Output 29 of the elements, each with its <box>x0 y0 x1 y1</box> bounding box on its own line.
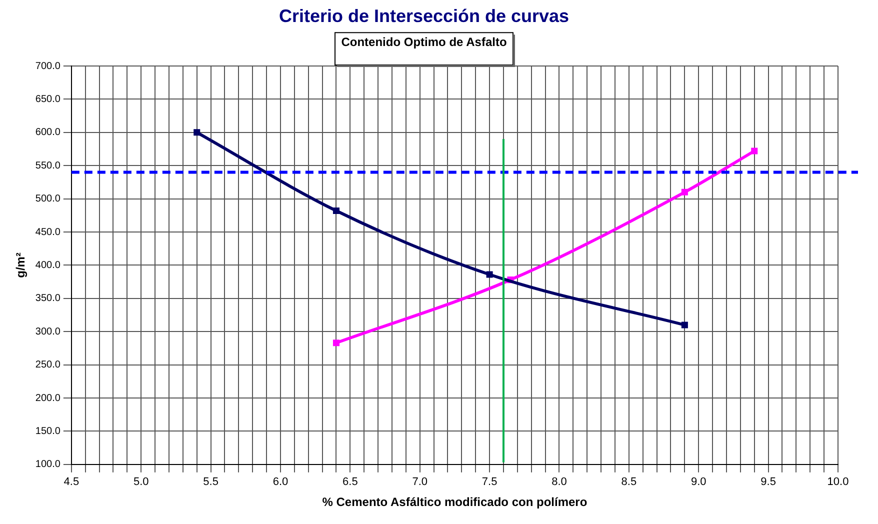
y-tick-label: 100.0 <box>35 459 61 470</box>
x-tick-label: 7.0 <box>412 476 428 488</box>
y-tick-label: 700.0 <box>35 60 61 72</box>
y-tick-label: 400.0 <box>35 260 61 271</box>
x-tick-label: 6.5 <box>342 476 358 488</box>
x-tick-label: 8.0 <box>552 476 567 488</box>
y-tick-label: 250.0 <box>35 360 61 371</box>
y-tick-label: 450.0 <box>35 226 61 238</box>
x-tick-label: 6.0 <box>272 476 288 488</box>
y-tick-label: 650.0 <box>35 94 61 105</box>
x-axis-title: % Cemento Asfáltico modificado con polímero <box>322 495 588 510</box>
y-tick-label: 600.0 <box>35 127 61 138</box>
x-tick-label: 7.5 <box>482 476 498 488</box>
y-axis-title: g/m² <box>14 252 28 278</box>
y-tick-label: 550.0 <box>35 160 61 172</box>
y-tick-label: 500.0 <box>35 194 61 205</box>
chart-subtitle: Contenido Optimo de Asfalto <box>341 35 507 50</box>
chart-title: Criterio de Intersección de curvas <box>278 6 570 26</box>
x-tick-label: 4.5 <box>64 476 80 488</box>
y-tick-label: 150.0 <box>35 426 61 437</box>
x-tick-label: 5.0 <box>133 476 149 488</box>
x-tick-label: 10.0 <box>827 476 849 488</box>
y-tick-label: 300.0 <box>35 326 61 338</box>
x-tick-label: 9.5 <box>760 476 776 488</box>
x-tick-label: 8.5 <box>621 476 637 488</box>
y-tick-label: 350.0 <box>35 293 61 304</box>
y-tick-label: 200.0 <box>35 392 61 404</box>
x-tick-label: 5.5 <box>203 476 218 488</box>
x-tick-label: 9.0 <box>690 476 706 488</box>
